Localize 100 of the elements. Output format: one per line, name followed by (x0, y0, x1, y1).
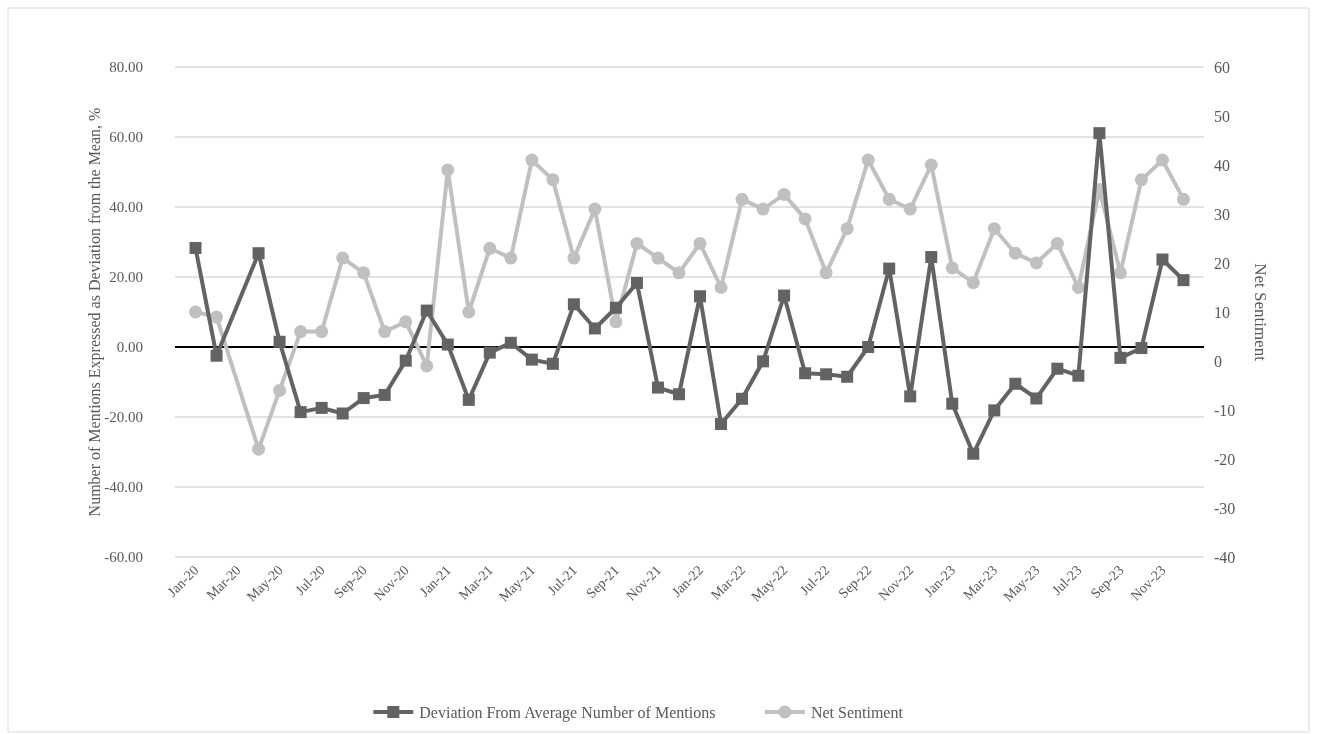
legend-label: Net Sentiment (810, 703, 904, 721)
point (651, 251, 665, 265)
y2-tick-label: -30 (1214, 499, 1236, 517)
point (294, 406, 307, 419)
point (504, 336, 517, 349)
point (357, 392, 370, 405)
point (819, 266, 833, 280)
point (252, 247, 265, 260)
point (1009, 377, 1022, 390)
point (1071, 281, 1085, 294)
y2-tick-label: 20 (1214, 254, 1230, 272)
point (336, 407, 349, 420)
point (483, 346, 496, 359)
point (841, 370, 854, 383)
y2-tick-label: 10 (1214, 303, 1230, 321)
point (1072, 369, 1085, 382)
point (694, 290, 707, 303)
point (567, 298, 580, 311)
point (883, 262, 896, 275)
y-tick-label: 0.00 (116, 339, 143, 356)
y2-tick-label: -20 (1214, 450, 1236, 468)
point (609, 315, 623, 329)
point (420, 359, 434, 373)
y2-tick-label: 60 (1214, 58, 1230, 76)
point (189, 241, 202, 254)
point (861, 153, 875, 167)
point (840, 222, 854, 236)
y2-tick-label: -10 (1214, 401, 1236, 419)
point (525, 153, 539, 167)
point (1050, 236, 1064, 250)
legend-label: Deviation From Average Number of Mentions (419, 703, 716, 722)
point (210, 349, 223, 362)
point (378, 325, 392, 339)
point (967, 447, 980, 460)
point (525, 353, 538, 366)
point (820, 368, 833, 381)
point (756, 202, 770, 216)
point (714, 281, 728, 294)
y-tick-label: 80.00 (109, 59, 143, 76)
point (273, 383, 287, 397)
y-tick-label: 60.00 (109, 129, 143, 146)
point (609, 301, 622, 314)
point (420, 304, 433, 317)
y2-tick-label: 30 (1214, 205, 1230, 223)
point (315, 401, 328, 414)
point (399, 354, 412, 367)
point (294, 325, 308, 339)
point (903, 202, 917, 216)
point (588, 322, 601, 335)
point (336, 251, 350, 265)
y-tick-label: -20.00 (104, 409, 143, 426)
point (1114, 351, 1127, 364)
point (946, 397, 959, 410)
point (1156, 253, 1169, 266)
point (567, 251, 581, 265)
point (736, 392, 749, 405)
point (1008, 246, 1022, 260)
point (378, 388, 391, 401)
point (966, 276, 980, 290)
point (651, 381, 664, 394)
point (483, 241, 497, 255)
y2-tick-label: 0 (1214, 352, 1222, 370)
y-tick-label: 40.00 (109, 199, 143, 216)
point (315, 325, 329, 339)
point (252, 442, 266, 456)
point (273, 335, 286, 348)
point (988, 404, 1001, 417)
y2-tick-label: -40 (1214, 548, 1236, 566)
point (1155, 153, 1169, 167)
point (882, 192, 896, 206)
point (735, 192, 749, 206)
point (798, 212, 812, 226)
point (588, 202, 602, 216)
point (987, 222, 1001, 236)
point (1093, 127, 1106, 140)
y-axis-title: Number of Mentions Expressed as Deviation from the Mean, % (86, 107, 104, 517)
point (904, 390, 917, 403)
y-tick-label: -60.00 (104, 549, 143, 566)
point (1176, 192, 1190, 206)
point (462, 393, 475, 406)
point (672, 266, 686, 280)
point (441, 338, 454, 351)
point (925, 251, 938, 264)
point (1030, 392, 1043, 405)
point (399, 315, 413, 329)
point (693, 236, 707, 250)
point (1051, 362, 1064, 375)
point (757, 355, 770, 368)
point (210, 310, 224, 324)
point (862, 341, 875, 353)
point (945, 261, 959, 275)
point (630, 276, 643, 289)
y2-tick-label: 50 (1214, 107, 1230, 125)
y2-tick-label: 40 (1214, 156, 1230, 174)
point (630, 236, 644, 250)
point (357, 266, 371, 280)
point (799, 367, 812, 380)
point (1177, 274, 1190, 287)
y-tick-label: -40.00 (104, 479, 143, 496)
point (546, 173, 560, 187)
